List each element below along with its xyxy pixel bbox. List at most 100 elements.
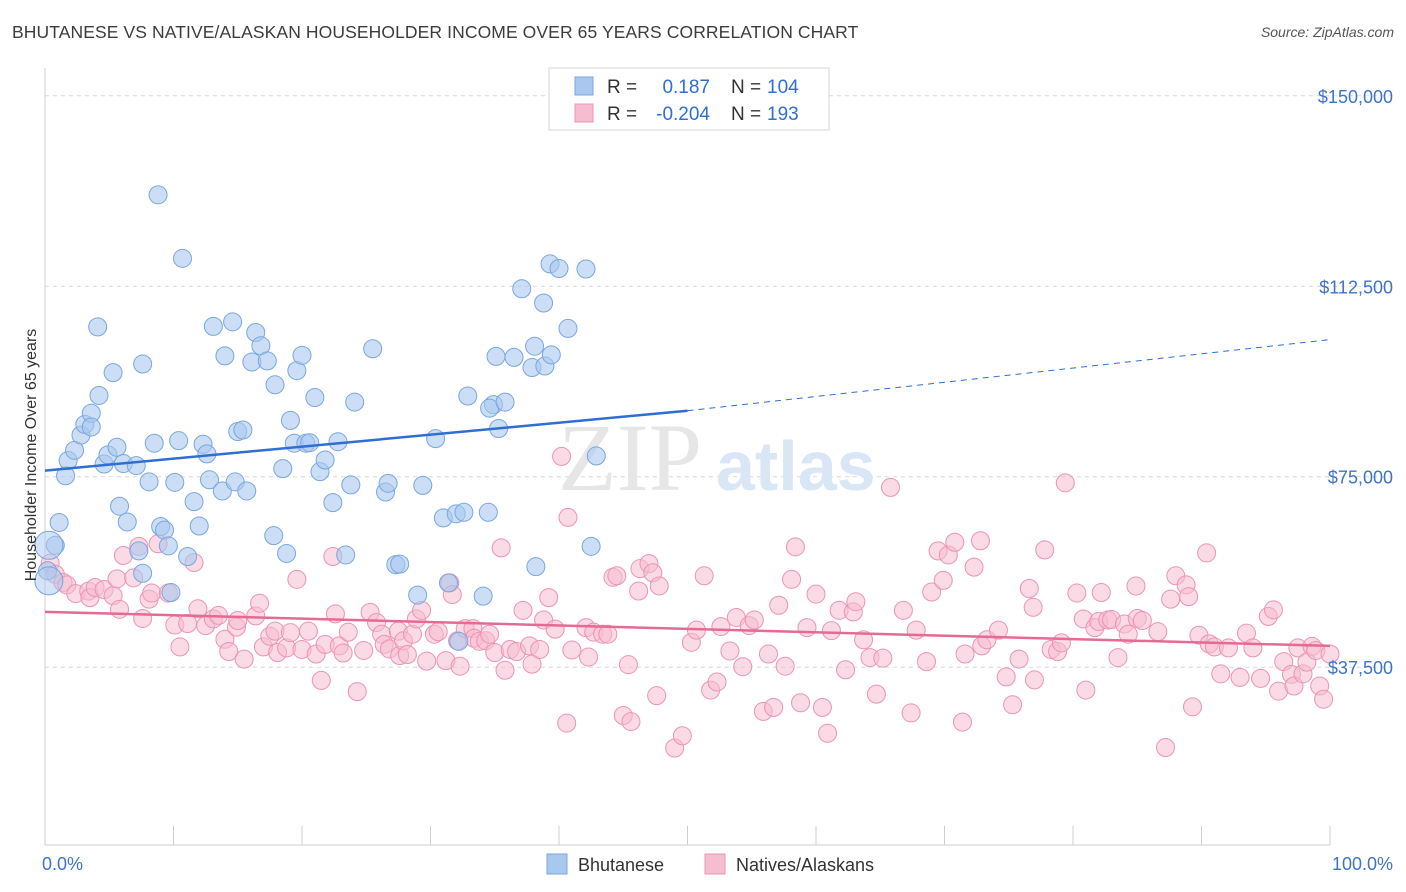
- bhutanese-point: [233, 420, 253, 440]
- y-tick-label: $150,000: [1318, 87, 1393, 107]
- natives-point: [311, 670, 331, 690]
- natives-point: [513, 600, 533, 620]
- trend-lines: [44, 339, 1331, 648]
- natives-point: [428, 622, 448, 642]
- natives-point: [250, 593, 270, 613]
- axes: [44, 68, 1331, 846]
- bhutanese-point: [184, 492, 204, 512]
- bottom-legend-label-natives: Natives/Alaskans: [736, 855, 874, 875]
- bhutanese-point: [581, 536, 601, 556]
- natives-point: [1118, 624, 1138, 644]
- bhutanese-point: [576, 259, 596, 279]
- natives-point: [397, 645, 417, 665]
- natives-point: [649, 576, 669, 596]
- natives-point: [287, 569, 307, 589]
- bottom-legend: Bhutanese Natives/Alaskans: [546, 853, 874, 875]
- bhutanese-point: [341, 475, 361, 495]
- legend-r-value-1: 0.187: [662, 77, 710, 98]
- natives-point: [818, 723, 838, 743]
- natives-point: [491, 538, 511, 558]
- bhutanese-point: [525, 336, 545, 356]
- bhutanese-point: [408, 585, 428, 605]
- legend-swatch-natives: [574, 103, 594, 123]
- chart-title: BHUTANESE VS NATIVE/ALASKAN HOUSEHOLDER …: [12, 22, 859, 42]
- natives-points: [40, 446, 1340, 758]
- bhutanese-point: [323, 493, 343, 513]
- bhutanese-point: [107, 437, 127, 457]
- natives-point: [1211, 664, 1231, 684]
- watermark: ZIP atlas: [558, 404, 876, 511]
- x-tick-label-end: 100.0%: [1332, 854, 1393, 874]
- natives-point: [522, 654, 542, 674]
- bhutanese-point: [336, 545, 356, 565]
- natives-point: [1179, 587, 1199, 607]
- natives-point: [1055, 473, 1075, 493]
- natives-point: [480, 624, 500, 644]
- bhutanese-point: [89, 385, 109, 405]
- natives-point: [964, 557, 984, 577]
- natives-point: [557, 713, 577, 733]
- natives-point: [298, 621, 318, 641]
- natives-point: [694, 566, 714, 586]
- natives-point: [1067, 583, 1087, 603]
- bhutanese-point: [273, 459, 293, 479]
- natives-point: [758, 644, 778, 664]
- natives-point: [219, 641, 239, 661]
- y-tick-labels: $37,500 $75,000 $112,500 $150,000: [1318, 87, 1393, 678]
- bhutanese-point: [139, 472, 159, 492]
- natives-point: [110, 599, 130, 619]
- bhutanese-point: [103, 363, 123, 383]
- bhutanese-point: [257, 351, 277, 371]
- bhutanese-point: [144, 433, 164, 453]
- natives-point: [142, 583, 162, 603]
- natives-point: [854, 630, 874, 650]
- natives-point: [1132, 610, 1152, 630]
- natives-point: [806, 584, 826, 604]
- natives-point: [672, 726, 692, 746]
- natives-point: [906, 620, 926, 640]
- natives-point: [782, 569, 802, 589]
- bhutanese-point-large: [34, 530, 64, 560]
- bhutanese-point: [133, 563, 153, 583]
- natives-point: [1051, 633, 1071, 653]
- natives-point: [821, 621, 841, 641]
- natives-point: [917, 652, 937, 672]
- natives-point: [846, 592, 866, 612]
- bhutanese-point: [549, 258, 569, 278]
- natives-point: [188, 599, 208, 619]
- natives-point: [1024, 670, 1044, 690]
- natives-point: [1263, 600, 1283, 620]
- bhutanese-point: [199, 470, 219, 490]
- bhutanese-point: [558, 318, 578, 338]
- legend-n-label-2: N =: [731, 104, 761, 125]
- natives-point: [598, 624, 618, 644]
- natives-point: [333, 643, 353, 663]
- bhutanese-point: [133, 354, 153, 374]
- bhutanese-point: [378, 473, 398, 493]
- natives-point: [1197, 543, 1217, 563]
- natives-point: [280, 623, 300, 643]
- x-tick-label-start: 0.0%: [42, 854, 83, 874]
- natives-point: [347, 682, 367, 702]
- bhutanese-point: [426, 429, 446, 449]
- bhutanese-point: [178, 546, 198, 566]
- natives-point: [1019, 578, 1039, 598]
- y-axis-label: Householder Income Over 65 years: [23, 329, 40, 582]
- natives-point: [893, 600, 913, 620]
- bhutanese-point: [81, 417, 101, 437]
- natives-point: [552, 446, 572, 466]
- natives-point: [647, 686, 667, 706]
- bhutanese-point: [458, 386, 478, 406]
- natives-point: [1230, 667, 1250, 687]
- natives-point: [1148, 622, 1168, 642]
- natives-point: [836, 660, 856, 680]
- bhutanese-point: [541, 345, 561, 365]
- bhutanese-point: [486, 346, 506, 366]
- bhutanese-point: [413, 475, 433, 495]
- natives-point: [988, 620, 1008, 640]
- natives-point: [945, 532, 965, 552]
- bhutanese-point: [526, 557, 546, 577]
- natives-point: [417, 651, 437, 671]
- natives-point: [170, 637, 190, 657]
- bhutanese-point: [315, 450, 335, 470]
